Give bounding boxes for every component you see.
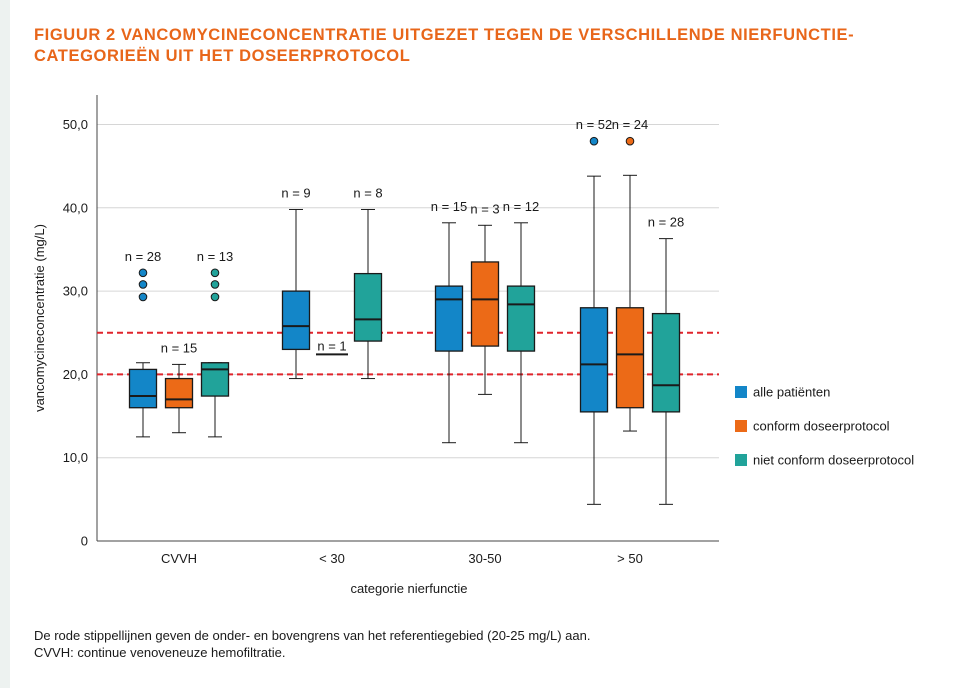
outlier-point (138, 292, 148, 302)
n-label: n = 24 (612, 117, 649, 132)
axes: 0 10,0 20,0 30,0 40,0 50,0 CVVH < 30 30-50 > 50 (63, 95, 719, 566)
iqr-box (128, 368, 158, 409)
box-1-0 (164, 363, 194, 434)
iqr-box (506, 285, 536, 352)
n-label: n = 1 (317, 338, 346, 353)
y-tick-label: 10,0 (63, 450, 88, 465)
legend: alle patiënten conform doseerprotocol niet… (735, 385, 914, 468)
x-tick-label: > 50 (617, 551, 643, 566)
y-tick-label: 40,0 (63, 200, 88, 215)
boxes (128, 136, 681, 505)
box-0-3 (579, 136, 609, 505)
reference-lines (97, 331, 719, 376)
n-label: n = 52 (576, 117, 613, 132)
box-0-0 (128, 268, 158, 438)
x-tick-label: CVVH (161, 551, 197, 566)
legend-label: conform doseerprotocol (753, 419, 890, 434)
caption-line-2: CVVH: continue venoveneuze hemofiltratie… (34, 645, 286, 660)
y-tick-label: 0 (81, 534, 88, 549)
figure-caption: De rode stippellijnen geven de onder- en… (34, 627, 590, 661)
outlier-point (138, 268, 148, 278)
x-axis-title: categorie nierfunctie (350, 581, 467, 596)
y-axis-title: vancomycineconcentratie (mg/L) (32, 224, 47, 412)
box-1-3 (615, 136, 645, 432)
n-label: n = 13 (197, 249, 234, 264)
n-label: n = 12 (503, 199, 540, 214)
y-tick-label: 20,0 (63, 367, 88, 382)
box-2-1 (353, 208, 383, 380)
iqr-box (353, 272, 383, 342)
figure-title-line-1: FIGUUR 2 VANCOMYCINECONCENTRATIE UITGEZE… (34, 26, 855, 44)
box-1-2 (470, 224, 500, 395)
n-label: n = 28 (125, 249, 162, 264)
iqr-box (615, 307, 645, 409)
count-labels: n = 28 n = 9 n = 15 n = 52 n = 15 n = 1 n = 3 n… (125, 117, 685, 355)
iqr-box (434, 285, 464, 352)
n-label: n = 8 (353, 185, 382, 200)
left-margin-band (0, 0, 10, 688)
figure-title: FIGUUR 2 VANCOMYCINECONCENTRATIE UITGEZE… (34, 25, 934, 67)
iqr-box (651, 312, 681, 413)
figure-title-line-2: CATEGORIEËN UIT HET DOSEERPROTOCOL (34, 47, 411, 65)
n-label: n = 15 (431, 199, 468, 214)
outlier-point (210, 292, 220, 302)
outlier-point (625, 136, 635, 146)
outlier-point (210, 280, 220, 289)
outlier-point (210, 268, 220, 278)
box-0-2 (434, 222, 464, 444)
legend-label: alle patiënten (753, 385, 830, 400)
y-tick-label: 30,0 (63, 284, 88, 299)
n-label: n = 3 (470, 201, 499, 216)
box-2-2 (506, 222, 536, 444)
box-2-3 (651, 238, 681, 505)
iqr-box (164, 377, 194, 409)
n-label: n = 28 (648, 215, 685, 230)
box-2-0 (200, 268, 230, 438)
iqr-box (470, 261, 500, 347)
legend-swatch (735, 420, 747, 432)
box-0-1 (281, 208, 311, 380)
legend-swatch (735, 386, 747, 398)
n-label: n = 15 (161, 340, 198, 355)
n-label: n = 9 (281, 185, 310, 200)
legend-label: niet conform doseerprotocol (753, 453, 914, 468)
iqr-box (579, 307, 609, 413)
outlier-point (589, 136, 599, 146)
iqr-box (281, 290, 311, 351)
x-tick-label: 30-50 (468, 551, 501, 566)
legend-swatch (735, 454, 747, 466)
caption-line-1: De rode stippellijnen geven de onder- en… (34, 628, 591, 643)
iqr-box (200, 362, 230, 397)
outlier-point (138, 280, 148, 289)
y-tick-label: 50,0 (63, 117, 88, 132)
x-tick-label: < 30 (319, 551, 345, 566)
